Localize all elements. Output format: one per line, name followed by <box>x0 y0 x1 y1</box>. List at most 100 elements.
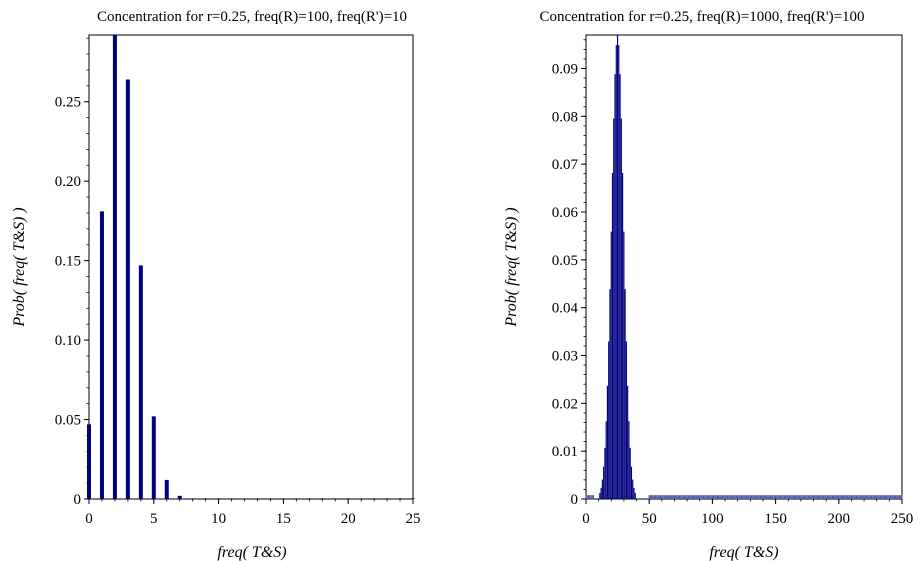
bar <box>769 495 772 499</box>
bar <box>749 495 751 499</box>
bar <box>747 495 749 499</box>
bar <box>125 79 130 499</box>
bar <box>623 231 625 500</box>
bar <box>786 495 788 499</box>
y-tick-label: 0.09 <box>552 61 578 77</box>
bar <box>893 495 895 499</box>
bar <box>681 495 683 499</box>
bar <box>702 495 705 499</box>
bar <box>307 498 312 499</box>
bar <box>850 495 852 499</box>
bar <box>777 495 779 499</box>
bar <box>671 495 673 499</box>
bar <box>873 495 875 499</box>
bar <box>648 495 650 499</box>
bar <box>847 495 849 499</box>
bar <box>807 495 809 499</box>
bar <box>854 495 856 499</box>
bar <box>900 495 902 499</box>
bar <box>672 495 674 499</box>
x-tick-label: 25 <box>406 511 421 527</box>
bar <box>190 498 195 499</box>
y-tick-label: 0.20 <box>55 174 81 190</box>
bar <box>826 495 828 499</box>
bar <box>878 495 880 499</box>
bar <box>828 495 830 499</box>
bar <box>604 447 606 499</box>
bar <box>742 495 744 499</box>
bar <box>796 495 798 499</box>
bar <box>754 495 756 499</box>
bar <box>649 495 651 499</box>
bar <box>666 495 668 499</box>
bar <box>112 35 117 499</box>
bar <box>268 498 273 499</box>
bar <box>624 289 626 499</box>
bar <box>788 495 791 499</box>
bar <box>592 495 595 499</box>
bar <box>587 495 590 499</box>
bar <box>614 74 616 499</box>
bar <box>798 495 801 499</box>
right-y-axis-label: Prob( freq( T&S) ) <box>503 207 520 327</box>
bar <box>670 495 672 499</box>
bar <box>793 495 796 499</box>
bar <box>653 495 655 499</box>
bar <box>713 495 715 499</box>
left-plot-frame <box>88 34 414 500</box>
bar <box>836 495 839 499</box>
left-chart: Concentration for r=0.25, freq(R)=100, f… <box>11 9 421 561</box>
bar <box>743 495 745 499</box>
right-chart-title: Concentration for r=0.25, freq(R)=1000, … <box>539 9 864 25</box>
bar <box>673 495 676 499</box>
bar <box>586 495 588 499</box>
bar <box>806 495 808 499</box>
bar <box>797 495 799 499</box>
y-tick-label: 0.25 <box>55 95 81 111</box>
bar <box>868 495 870 499</box>
bar <box>632 479 634 499</box>
bar <box>711 495 713 499</box>
y-tick-label: 0.01 <box>552 444 578 460</box>
bar <box>882 495 884 499</box>
bar <box>816 495 818 499</box>
bar <box>787 495 789 499</box>
bar <box>411 498 415 499</box>
bar <box>677 495 679 499</box>
bar <box>825 495 827 499</box>
y-tick-label: 0.07 <box>552 157 579 173</box>
bar <box>333 498 338 499</box>
right-x-axis-label: freq( T&S) <box>709 544 778 561</box>
bar <box>863 495 865 499</box>
bar <box>756 495 758 499</box>
bar <box>701 495 703 499</box>
bar <box>752 495 754 499</box>
bar <box>599 492 601 499</box>
bar <box>841 495 844 499</box>
bar <box>884 495 887 499</box>
bar <box>654 495 657 499</box>
bar <box>609 289 611 499</box>
bar <box>768 495 770 499</box>
bar <box>849 495 851 499</box>
y-tick-label: 0.08 <box>552 109 578 125</box>
bar <box>359 498 364 499</box>
bar <box>629 447 631 499</box>
bar <box>608 341 610 499</box>
bar <box>883 495 885 499</box>
bar <box>855 495 858 499</box>
bar <box>678 495 681 499</box>
x-tick-label: 15 <box>276 511 291 527</box>
bar <box>838 495 840 499</box>
bar <box>87 424 91 499</box>
bar <box>622 172 624 500</box>
bar <box>255 498 260 499</box>
bar <box>242 498 247 499</box>
bar <box>887 495 889 499</box>
x-tick-label: 5 <box>150 511 158 527</box>
bar <box>766 495 768 499</box>
x-tick-label: 10 <box>211 511 226 527</box>
bar <box>714 495 716 499</box>
bar <box>864 495 866 499</box>
right-chart: Concentration for r=0.25, freq(R)=1000, … <box>503 9 913 561</box>
